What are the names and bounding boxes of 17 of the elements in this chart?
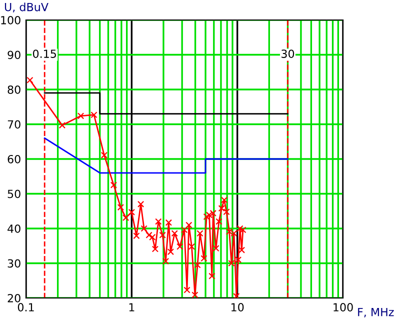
x-tick-label: 0.1 <box>18 303 34 312</box>
x-axis-title: F, MHz <box>358 308 394 318</box>
y-tick-label: 20 <box>8 294 20 302</box>
y-tick-label: 40 <box>8 224 20 233</box>
x-tick-label: 1 <box>129 303 134 312</box>
y-tick-label: 70 <box>8 120 20 129</box>
x-tick-label: 100 <box>334 303 353 312</box>
y-axis-title: U, dBuV <box>4 2 48 12</box>
x-tick-label: 10 <box>231 303 244 312</box>
y-tick-label: 100 <box>1 16 20 24</box>
ref-line-label: 0.15 <box>32 50 56 58</box>
y-tick-label: 90 <box>8 50 20 60</box>
y-tick-label: 30 <box>8 259 20 268</box>
y-tick-label: 60 <box>8 154 20 164</box>
ref-line-label: 30 <box>282 50 294 58</box>
y-tick-label: 50 <box>8 190 20 198</box>
y-tick-label: 80 <box>8 85 20 94</box>
